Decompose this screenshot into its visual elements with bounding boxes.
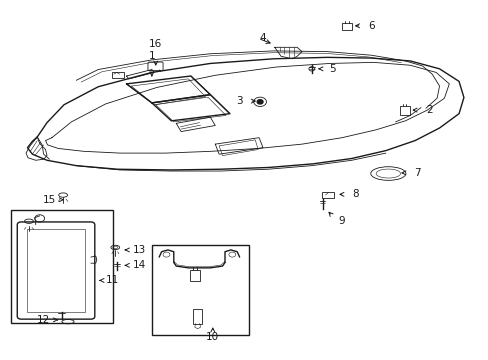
Text: 7: 7 bbox=[413, 168, 420, 178]
Text: 4: 4 bbox=[259, 33, 266, 43]
Text: 2: 2 bbox=[426, 105, 432, 115]
Text: 16: 16 bbox=[149, 39, 162, 49]
Circle shape bbox=[257, 100, 263, 104]
Bar bbox=[152, 244, 249, 335]
Text: 3: 3 bbox=[236, 96, 243, 106]
Text: 9: 9 bbox=[338, 216, 345, 226]
Text: 6: 6 bbox=[367, 21, 374, 31]
Bar bbox=[11, 211, 113, 323]
Bar bbox=[27, 229, 85, 312]
Text: 15: 15 bbox=[43, 195, 56, 205]
Text: 14: 14 bbox=[133, 260, 146, 270]
Text: 13: 13 bbox=[133, 245, 146, 255]
Text: 1: 1 bbox=[148, 51, 155, 61]
Text: 8: 8 bbox=[352, 189, 358, 199]
Text: 11: 11 bbox=[106, 275, 119, 285]
Text: 12: 12 bbox=[37, 315, 50, 325]
Text: 5: 5 bbox=[328, 64, 335, 74]
Text: 10: 10 bbox=[206, 332, 219, 342]
